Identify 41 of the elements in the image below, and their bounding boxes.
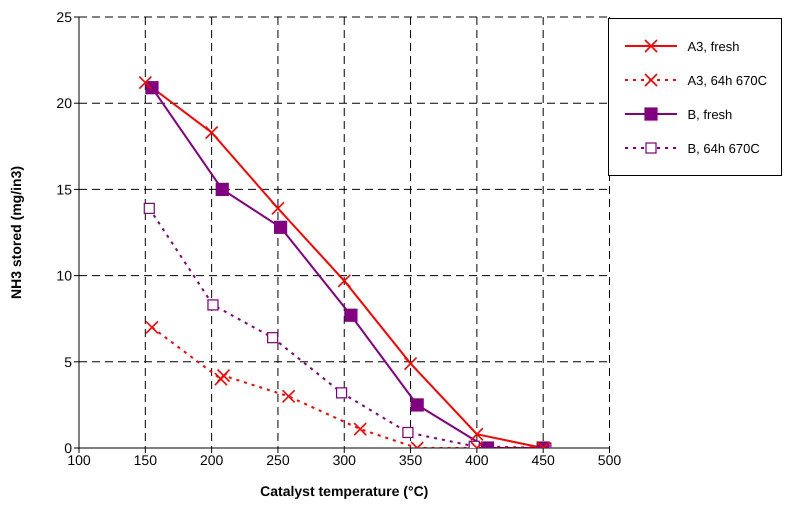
point (337, 274, 352, 288)
y-tick-label: 0 (64, 440, 72, 456)
y-tick-label: 20 (56, 95, 72, 112)
point (267, 332, 278, 344)
legend-label: A3, fresh (687, 38, 740, 54)
point (144, 202, 155, 214)
x-tick-label: 300 (332, 452, 356, 468)
point (204, 126, 218, 140)
y-axis-title: NH3 stored (mg/in3) (8, 166, 24, 300)
point (336, 387, 348, 398)
point (207, 299, 219, 311)
x-tick-label: 150 (134, 452, 158, 468)
point (145, 320, 159, 334)
x-tick-label: 250 (266, 452, 290, 468)
point (353, 422, 367, 436)
point (282, 389, 296, 404)
y-tick-label: 5 (64, 354, 72, 370)
point (470, 427, 484, 442)
legend-label: B, 64h 670C (687, 140, 760, 156)
y-tick-label: 15 (56, 181, 72, 198)
point (274, 220, 288, 234)
point (138, 76, 152, 90)
legend-label: B, fresh (687, 106, 732, 122)
y-tick-label: 25 (56, 8, 72, 25)
point (216, 182, 229, 196)
x-tick-label: 500 (598, 452, 622, 468)
point (271, 202, 285, 216)
point (410, 398, 424, 412)
point (402, 426, 414, 438)
x-tick-label: 400 (465, 452, 489, 468)
point (344, 308, 358, 322)
x-tick-label: 450 (531, 452, 556, 468)
x-tick-label: 200 (200, 452, 224, 468)
point (214, 372, 228, 386)
x-tick-label: 350 (398, 452, 422, 468)
x-axis-title: Catalyst temperature (°C) (260, 483, 428, 499)
point (145, 81, 159, 94)
point (404, 356, 418, 370)
legend-label: A3, 64h 670C (687, 72, 767, 88)
y-tick-label: 10 (56, 268, 72, 284)
point (216, 368, 230, 382)
